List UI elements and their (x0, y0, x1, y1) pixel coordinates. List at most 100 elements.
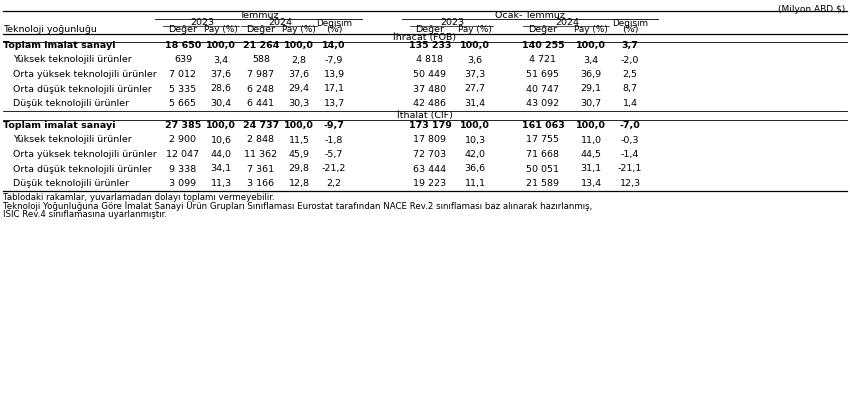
Text: 3,4: 3,4 (213, 55, 229, 65)
Text: 9 338: 9 338 (169, 164, 196, 173)
Text: 13,4: 13,4 (581, 179, 602, 188)
Text: 17 809: 17 809 (413, 135, 446, 145)
Text: 2023: 2023 (190, 18, 214, 27)
Text: Toplam imalat sanayi: Toplam imalat sanayi (3, 41, 116, 50)
Text: Değer: Değer (246, 25, 275, 34)
Text: 2,2: 2,2 (326, 179, 342, 188)
Text: Teknoloji yoğunluğu: Teknoloji yoğunluğu (3, 25, 97, 34)
Text: (%): (%) (621, 25, 638, 34)
Text: 31,1: 31,1 (581, 164, 602, 173)
Text: 30,7: 30,7 (581, 99, 602, 108)
Text: 2024: 2024 (268, 18, 292, 27)
Text: 8,7: 8,7 (622, 84, 638, 93)
Text: 100,0: 100,0 (576, 121, 606, 130)
Text: Orta yüksek teknolojili ürünler: Orta yüksek teknolojili ürünler (13, 70, 156, 79)
Text: -21,2: -21,2 (322, 164, 346, 173)
Text: 36,9: 36,9 (581, 70, 602, 79)
Text: 44,0: 44,0 (211, 150, 231, 159)
Text: 19 223: 19 223 (413, 179, 446, 188)
Text: Yüksek teknolojili ürünler: Yüksek teknolojili ürünler (13, 55, 132, 65)
Text: 42 486: 42 486 (413, 99, 446, 108)
Text: 30,3: 30,3 (288, 99, 309, 108)
Text: 31,4: 31,4 (464, 99, 485, 108)
Text: 100,0: 100,0 (206, 121, 236, 130)
Text: 17 755: 17 755 (526, 135, 559, 145)
Text: 2 900: 2 900 (169, 135, 196, 145)
Text: 40 747: 40 747 (526, 84, 559, 93)
Text: -2,0: -2,0 (620, 55, 639, 65)
Text: 639: 639 (174, 55, 192, 65)
Text: 4 818: 4 818 (416, 55, 444, 65)
Text: 71 668: 71 668 (526, 150, 559, 159)
Text: Değişim: Değişim (612, 19, 648, 27)
Text: 2024: 2024 (555, 18, 579, 27)
Text: 37,6: 37,6 (211, 70, 231, 79)
Text: 11,3: 11,3 (211, 179, 231, 188)
Text: 18 650: 18 650 (165, 41, 201, 50)
Text: (%): (%) (326, 25, 343, 34)
Text: 63 444: 63 444 (413, 164, 446, 173)
Text: 12,8: 12,8 (288, 179, 309, 188)
Text: 50 449: 50 449 (413, 70, 446, 79)
Text: Değişim: Değişim (316, 19, 352, 27)
Text: 21 589: 21 589 (526, 179, 559, 188)
Text: -0,3: -0,3 (620, 135, 639, 145)
Text: -9,7: -9,7 (324, 121, 344, 130)
Text: 3 099: 3 099 (169, 179, 196, 188)
Text: Orta düşük teknolojili ürünler: Orta düşük teknolojili ürünler (13, 84, 152, 93)
Text: 37,6: 37,6 (288, 70, 309, 79)
Text: 12,3: 12,3 (620, 179, 641, 188)
Text: 36,6: 36,6 (464, 164, 485, 173)
Text: 10,6: 10,6 (211, 135, 231, 145)
Text: 11,0: 11,0 (581, 135, 602, 145)
Text: -21,1: -21,1 (618, 164, 643, 173)
Text: (Milyon ABD $): (Milyon ABD $) (778, 4, 845, 13)
Text: 27,7: 27,7 (464, 84, 485, 93)
Text: 6 248: 6 248 (247, 84, 275, 93)
Text: 2,5: 2,5 (622, 70, 638, 79)
Text: Temmuz: Temmuz (239, 11, 278, 20)
Text: Değer: Değer (416, 25, 445, 34)
Text: 29,4: 29,4 (288, 84, 309, 93)
Text: Pay (%): Pay (%) (574, 25, 608, 34)
Text: 45,9: 45,9 (288, 150, 309, 159)
Text: Tablodaki rakamlar, yuvarlamadan dolayı toplamı vermeyebilir.: Tablodaki rakamlar, yuvarlamadan dolayı … (3, 193, 275, 202)
Text: 10,3: 10,3 (464, 135, 485, 145)
Text: 11,5: 11,5 (288, 135, 309, 145)
Text: Değer: Değer (529, 25, 558, 34)
Text: 50 051: 50 051 (526, 164, 559, 173)
Text: 3,7: 3,7 (621, 41, 638, 50)
Text: 12 047: 12 047 (167, 150, 200, 159)
Text: 7 012: 7 012 (169, 70, 196, 79)
Text: 3 166: 3 166 (247, 179, 275, 188)
Text: 14,0: 14,0 (322, 41, 346, 50)
Text: 13,7: 13,7 (324, 99, 344, 108)
Text: Ocak- Temmuz: Ocak- Temmuz (495, 11, 565, 20)
Text: 30,4: 30,4 (211, 99, 231, 108)
Text: Orta düşük teknolojili ürünler: Orta düşük teknolojili ürünler (13, 164, 152, 173)
Text: 29,8: 29,8 (288, 164, 309, 173)
Text: 2 848: 2 848 (247, 135, 275, 145)
Text: 43 092: 43 092 (526, 99, 559, 108)
Text: 27 385: 27 385 (165, 121, 201, 130)
Text: 1,4: 1,4 (622, 99, 638, 108)
Text: 173 179: 173 179 (409, 121, 451, 130)
Text: 588: 588 (252, 55, 270, 65)
Text: 161 063: 161 063 (522, 121, 564, 130)
Text: 51 695: 51 695 (526, 70, 559, 79)
Text: -7,0: -7,0 (620, 121, 640, 130)
Text: 7 361: 7 361 (247, 164, 275, 173)
Text: 21 264: 21 264 (243, 41, 279, 50)
Text: 13,9: 13,9 (324, 70, 344, 79)
Text: 3,4: 3,4 (583, 55, 598, 65)
Text: 7 987: 7 987 (247, 70, 275, 79)
Text: 44,5: 44,5 (581, 150, 602, 159)
Text: İthalat (CIF): İthalat (CIF) (397, 111, 453, 120)
Text: 42,0: 42,0 (464, 150, 485, 159)
Text: 135 233: 135 233 (409, 41, 451, 50)
Text: 72 703: 72 703 (413, 150, 446, 159)
Text: 100,0: 100,0 (284, 121, 314, 130)
Text: 5 335: 5 335 (169, 84, 196, 93)
Text: Pay (%): Pay (%) (282, 25, 316, 34)
Text: 140 255: 140 255 (522, 41, 564, 50)
